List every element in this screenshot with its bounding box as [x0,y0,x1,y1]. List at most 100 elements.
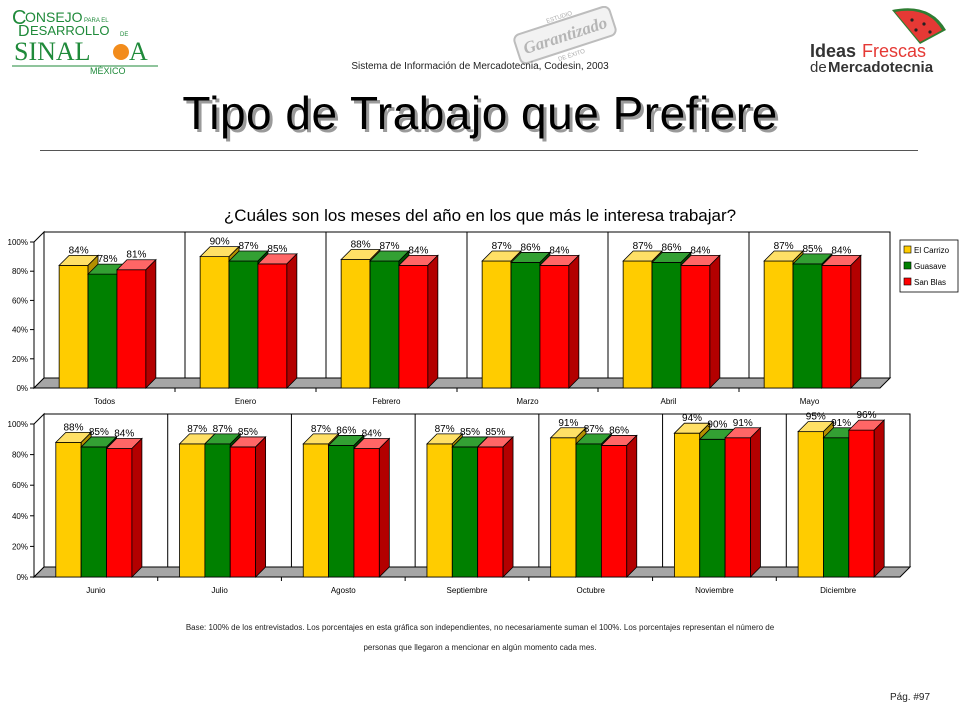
data-label: 87% [492,241,512,252]
data-label: 84% [114,428,134,439]
y-tick-label: 60% [12,481,28,490]
data-label: 85% [485,427,505,438]
legend-swatch [903,277,912,286]
legend-label: Guasave [914,262,947,271]
bar-front [600,445,628,578]
y-tick-label: 20% [12,355,28,364]
logo-de: DE [120,32,128,38]
data-label: 91% [558,418,578,429]
data-label: 90% [210,237,230,248]
data-label: 95% [806,412,826,423]
bar [425,432,464,578]
data-label: 78% [97,254,117,265]
bar [679,254,721,389]
data-label: 87% [311,424,331,435]
legend-label: San Blas [914,278,946,287]
data-label: 88% [63,422,83,433]
bar-front [353,448,380,578]
bar-side [255,435,267,578]
bar-front [792,263,823,389]
data-label: 91% [831,418,851,429]
category-label: Octubre [576,586,605,595]
data-label: 86% [336,425,356,436]
y-tick-label: 0% [16,573,28,582]
bar-front [651,262,682,389]
y-tick-label: 20% [12,542,28,551]
logo-de: de [810,59,827,76]
bar-front [680,264,711,389]
data-label: 86% [520,242,540,253]
data-label: 85% [460,427,480,438]
data-label: 87% [435,424,455,435]
data-label: 96% [856,410,876,421]
codesin-logo: C ONSEJO PARA EL D ESARROLLO DE SINAL A … [12,7,158,76]
bar [229,435,267,578]
bar [353,437,391,578]
data-label: 84% [362,428,382,439]
data-label: 86% [609,425,629,436]
chart-question: ¿Cuáles son los meses del año en los que… [223,206,737,225]
data-label: 87% [238,241,258,252]
bar-front [302,443,330,578]
y-tick-label: 100% [8,238,28,247]
bar-front [398,264,429,389]
bar-side [709,254,721,389]
bar-side [502,435,514,578]
data-label: 84% [408,245,428,256]
bar-front [539,264,570,389]
data-label: 94% [682,413,702,424]
category-label: Todos [94,397,115,406]
bar-front [328,445,355,578]
base-footnote-line2: personas que llegaron a mencionar en alg… [363,643,597,652]
data-label: 85% [238,427,258,438]
category-label: Marzo [516,397,539,406]
data-label: 90% [707,419,727,430]
bar-front [87,273,118,389]
bar [724,426,762,578]
plot-side-wall [33,230,45,390]
data-label: 87% [774,241,794,252]
bar-side [378,437,390,578]
data-label: 85% [267,244,287,255]
data-label: 87% [213,424,233,435]
data-label: 87% [584,424,604,435]
data-label: 85% [802,244,822,255]
category-label: Mayo [800,397,820,406]
ideas-frescas-logo: Ideas Frescas de Mercadotecnia [810,8,946,76]
logo-desarrollo: ESARROLLO [30,23,109,38]
plot-side-wall [33,412,45,579]
bar-front [106,448,133,578]
data-label: 87% [379,241,399,252]
logo-frescas: Frescas [862,41,926,61]
bar [600,434,638,578]
category-label: Noviembre [695,586,734,595]
bar-side [626,434,638,578]
category-label: Septiembre [447,586,488,595]
data-label: 84% [69,245,89,256]
data-label: 81% [126,250,146,261]
bar-side [873,419,885,578]
bar [256,252,298,389]
legend-swatch [903,245,912,254]
bar-front [699,438,726,578]
legend-swatch [903,261,912,270]
bar-chart: 0% 20% 40% 60% 80% 100% 84% 78% 81% Todos 90% 87% 85… [8,230,959,595]
bar-front [763,260,794,389]
watermelon-icon [892,8,946,45]
garantizado-stamp: ESTUDIO Garantizado DE ÉXITO [513,6,617,64]
bar-front [340,259,371,389]
logo-consejo-cap: C [12,7,26,29]
bar-front [848,429,875,578]
bar-front [477,446,504,578]
bar-front [673,432,701,578]
bar-side [427,254,439,389]
chart-legend: El Carrizo Guasave San Blas [899,239,959,293]
bar [538,254,580,389]
y-tick-label: 40% [12,512,28,521]
bar-front [724,437,751,578]
data-label: 84% [831,245,851,256]
chart-panel-2: 0% 20% 40% 60% 80% 100% 88% 85% 84% Junio 87% 87% 85… [8,410,912,595]
bar-front [58,264,89,389]
bar-front [229,446,257,578]
legend-label: El Carrizo [914,246,950,255]
